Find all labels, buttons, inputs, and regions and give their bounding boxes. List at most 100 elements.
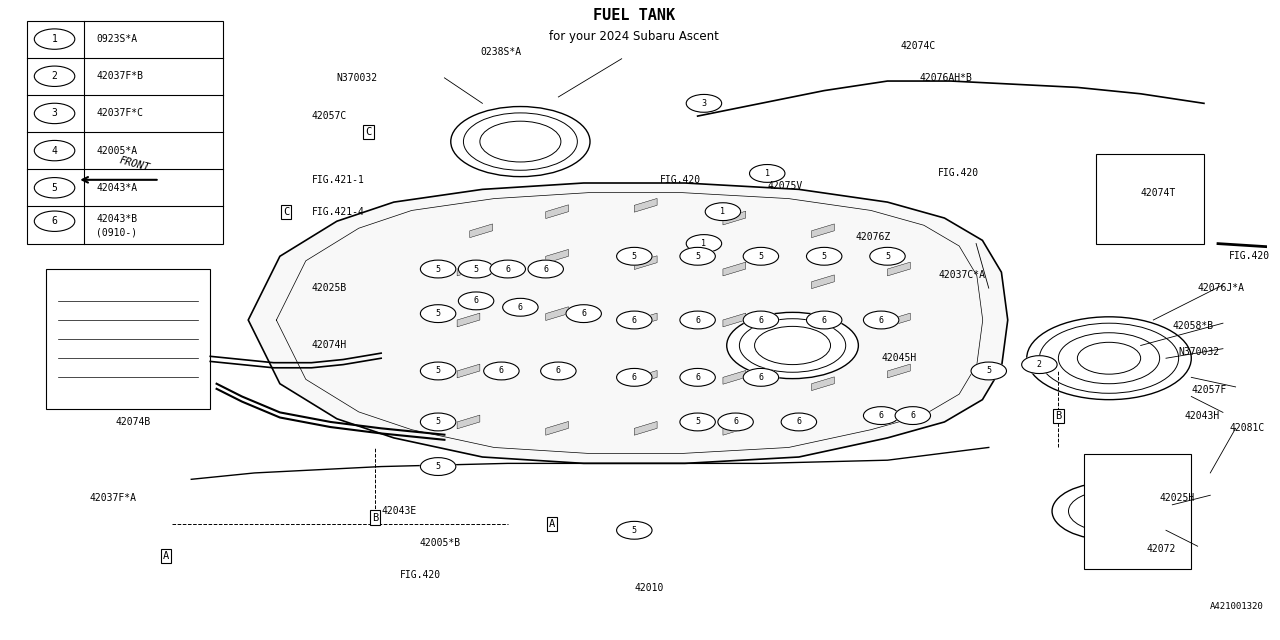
Polygon shape [457,415,480,429]
Text: 6: 6 [632,373,637,382]
Text: B: B [371,513,378,522]
Text: 6: 6 [759,316,763,324]
Text: 1: 1 [721,207,726,216]
Text: FRONT: FRONT [118,155,151,173]
Text: 2: 2 [1037,360,1042,369]
Text: FIG.420: FIG.420 [938,168,979,179]
Text: 1: 1 [764,169,769,178]
Text: 6: 6 [910,411,915,420]
Text: 5: 5 [435,367,440,376]
Text: 42037F*B: 42037F*B [96,71,143,81]
Text: 6: 6 [822,316,827,324]
Polygon shape [635,313,657,327]
Circle shape [895,406,931,424]
Polygon shape [723,211,746,225]
Polygon shape [545,364,568,378]
Circle shape [781,413,817,431]
Text: 5: 5 [822,252,827,260]
Polygon shape [812,377,835,390]
Text: 0238S*A: 0238S*A [480,47,521,58]
Polygon shape [635,371,657,384]
Polygon shape [457,262,480,276]
Text: A421001320: A421001320 [1211,602,1265,611]
Text: 6: 6 [518,303,524,312]
Text: 42081C: 42081C [1229,423,1265,433]
Polygon shape [635,422,657,435]
Polygon shape [545,205,568,218]
Polygon shape [812,326,835,340]
Text: C: C [283,207,289,217]
Circle shape [1052,483,1166,540]
Polygon shape [812,224,835,237]
Text: 42045H: 42045H [881,353,916,364]
Text: 6: 6 [796,417,801,426]
Text: (0910-): (0910-) [96,227,137,237]
Text: 42074C: 42074C [900,41,936,51]
Text: 5: 5 [435,264,440,273]
Text: 6: 6 [474,296,479,305]
Polygon shape [635,256,657,269]
Circle shape [972,362,1006,380]
Text: 0923S*A: 0923S*A [96,34,137,44]
Circle shape [864,406,899,424]
Polygon shape [887,313,910,327]
Polygon shape [812,275,835,289]
Text: 6: 6 [581,309,586,318]
Polygon shape [635,198,657,212]
Text: 5: 5 [632,252,637,260]
Circle shape [686,95,722,112]
Text: FUEL TANK: FUEL TANK [593,8,676,23]
Circle shape [617,522,652,540]
Text: 42057F: 42057F [1192,385,1226,395]
Text: 42043*B: 42043*B [96,214,137,225]
Polygon shape [723,313,746,327]
Polygon shape [723,422,746,435]
Circle shape [458,260,494,278]
Circle shape [35,211,74,232]
Text: 6: 6 [51,216,58,226]
Text: 5: 5 [435,417,440,426]
Circle shape [727,312,859,379]
Text: 6: 6 [499,367,504,376]
Circle shape [705,203,741,221]
Text: 5: 5 [632,526,637,535]
Text: 42074B: 42074B [115,417,151,427]
Text: 42074T: 42074T [1140,188,1176,198]
Text: 5: 5 [695,417,700,426]
Circle shape [566,305,602,323]
Polygon shape [545,422,568,435]
Text: C: C [365,127,371,137]
Text: 42005*B: 42005*B [419,538,461,548]
Circle shape [35,29,74,49]
Text: 3: 3 [51,108,58,118]
Text: 42043E: 42043E [381,506,416,516]
Polygon shape [248,183,1007,463]
Circle shape [420,362,456,380]
Text: for your 2024 Subaru Ascent: for your 2024 Subaru Ascent [549,30,719,43]
Circle shape [1027,317,1192,399]
Circle shape [686,235,722,252]
Text: N370032: N370032 [1179,347,1220,357]
Text: FIG.421-1: FIG.421-1 [311,175,365,185]
Circle shape [680,247,716,265]
Text: 5: 5 [474,264,479,273]
Circle shape [617,369,652,387]
Text: 3: 3 [701,99,707,108]
Text: FIG.420: FIG.420 [401,570,442,580]
Circle shape [503,298,538,316]
Circle shape [680,413,716,431]
Polygon shape [470,224,493,237]
Polygon shape [457,364,480,378]
Polygon shape [545,250,568,263]
Circle shape [420,305,456,323]
Text: 5: 5 [435,462,440,471]
Text: 6: 6 [632,316,637,324]
Text: 42076AH*B: 42076AH*B [919,73,972,83]
Text: 42025B: 42025B [311,283,347,293]
Text: 42037F*A: 42037F*A [90,493,137,504]
Circle shape [484,362,520,380]
Text: 6: 6 [543,264,548,273]
Polygon shape [723,371,746,384]
Text: 5: 5 [51,183,58,193]
Circle shape [490,260,526,278]
